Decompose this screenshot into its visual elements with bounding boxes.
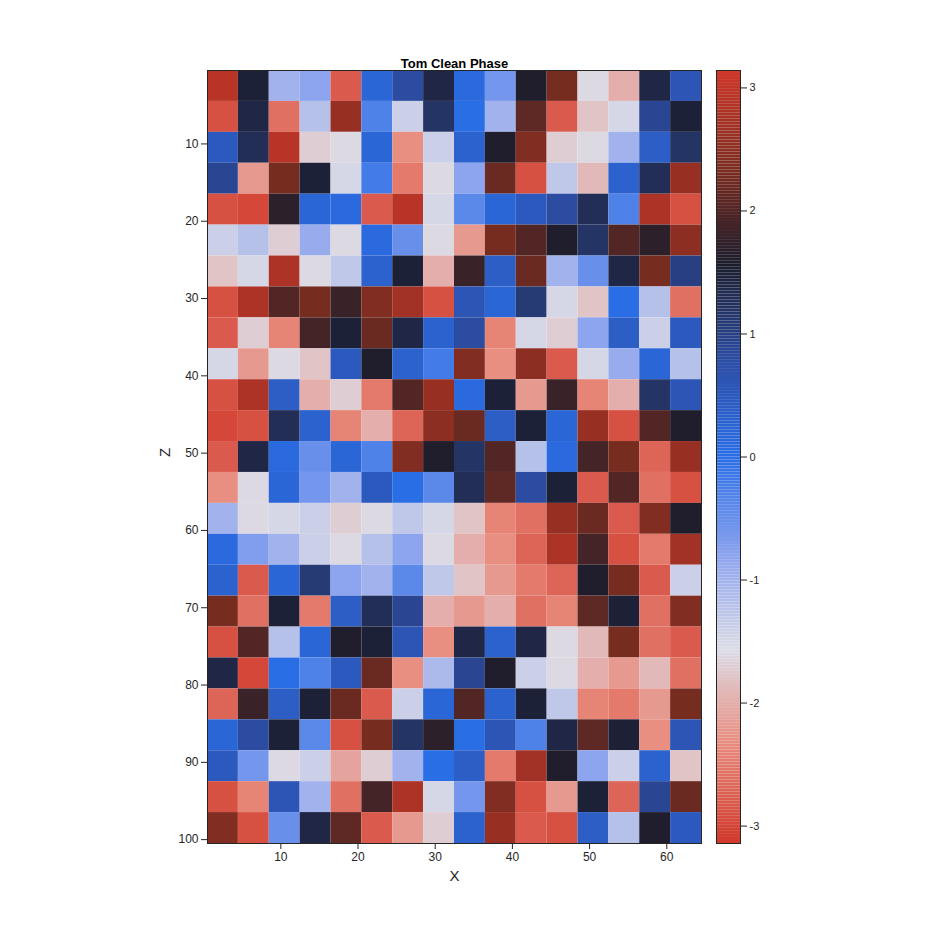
svg-text:40: 40 (506, 850, 520, 864)
svg-text:0: 0 (750, 451, 756, 463)
svg-text:1: 1 (750, 327, 756, 339)
svg-text:3: 3 (750, 81, 756, 93)
svg-text:80: 80 (185, 678, 199, 692)
svg-text:20: 20 (185, 214, 199, 228)
svg-text:20: 20 (351, 850, 365, 864)
svg-text:50: 50 (185, 446, 199, 460)
svg-text:100: 100 (178, 832, 198, 846)
svg-text:10: 10 (185, 137, 199, 151)
svg-text:40: 40 (185, 369, 199, 383)
svg-text:50: 50 (583, 850, 597, 864)
svg-text:Z: Z (156, 448, 173, 457)
svg-text:60: 60 (660, 850, 674, 864)
svg-text:-3: -3 (750, 820, 760, 832)
svg-text:30: 30 (429, 850, 443, 864)
svg-text:70: 70 (185, 601, 199, 615)
svg-text:60: 60 (185, 523, 199, 537)
svg-text:30: 30 (185, 291, 199, 305)
svg-text:Tom Clean Phase: Tom Clean Phase (401, 56, 508, 71)
svg-text:90: 90 (185, 755, 199, 769)
svg-text:-2: -2 (750, 697, 760, 709)
svg-text:-1: -1 (750, 574, 760, 586)
svg-text:10: 10 (274, 850, 288, 864)
svg-text:X: X (449, 867, 459, 884)
svg-text:2: 2 (750, 204, 756, 216)
